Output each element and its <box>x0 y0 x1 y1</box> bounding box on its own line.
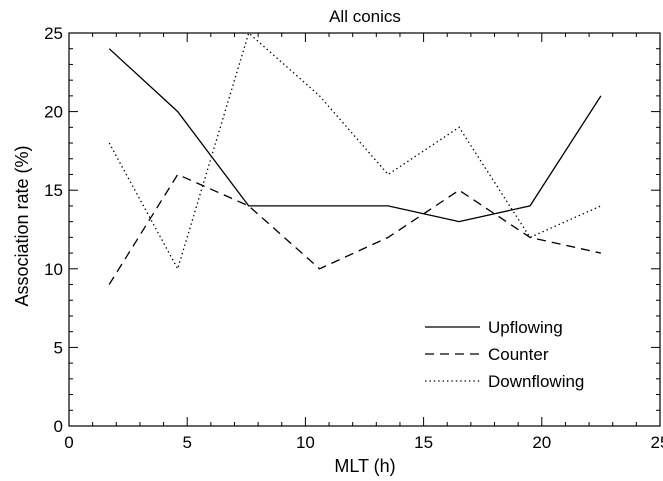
legend-label-downflowing: Downflowing <box>488 372 584 391</box>
x-tick-label: 5 <box>182 433 191 452</box>
x-tick-label: 20 <box>532 433 551 452</box>
x-tick-label: 0 <box>64 433 73 452</box>
y-axis-title: Association rate (%) <box>12 145 32 306</box>
series-line-downflowing <box>108 31 602 271</box>
x-tick-label: 10 <box>296 433 315 452</box>
y-tick-label: 10 <box>44 260 63 279</box>
y-tick-label: 25 <box>44 24 63 43</box>
y-tick-label: 5 <box>54 338 63 357</box>
series-line-upflowing <box>108 48 602 223</box>
legend-label-counter: Counter <box>488 345 549 364</box>
legend-label-upflowing: Upflowing <box>488 318 563 337</box>
y-tick-label: 0 <box>54 417 63 436</box>
chart-title: All conics <box>329 7 401 26</box>
axis-ticks: 0 5 10 15 20 25 0 5 10 15 20 25 <box>44 24 663 452</box>
y-tick-label: 20 <box>44 103 63 122</box>
plot-frame <box>68 32 661 427</box>
series-line-counter <box>108 173 602 285</box>
series-lines <box>108 31 602 285</box>
y-tick-label: 15 <box>44 181 63 200</box>
x-tick-label: 15 <box>414 433 433 452</box>
x-axis-title: MLT (h) <box>334 456 395 476</box>
x-tick-label: 25 <box>651 433 663 452</box>
legend: Upflowing Counter Downflowing <box>425 318 584 391</box>
